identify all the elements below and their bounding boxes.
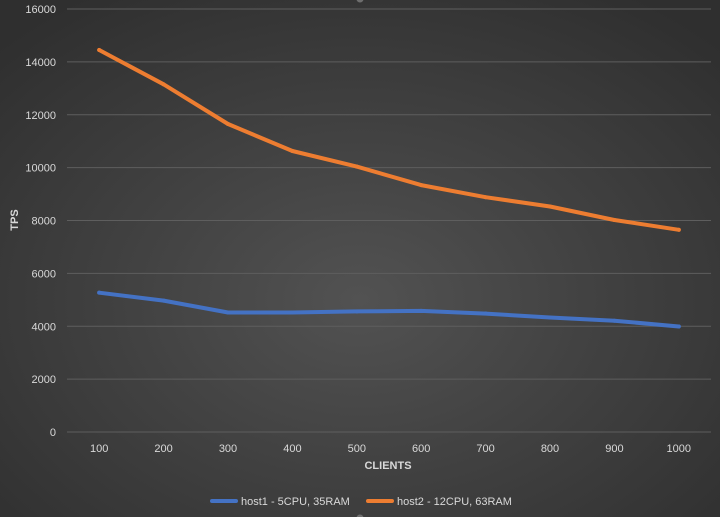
x-tick-label: 600: [412, 443, 430, 455]
y-tick-label: 12000: [25, 110, 56, 122]
x-tick-label: 200: [154, 443, 172, 455]
series-line-1: [97, 290, 681, 329]
x-tick-label: 300: [219, 443, 237, 455]
series-lines: [97, 47, 681, 329]
data-point: [483, 195, 488, 200]
data-point: [483, 311, 488, 316]
data-point: [612, 318, 617, 323]
gridlines: [67, 8, 711, 433]
legend: host1 - 5CPU, 35RAM host2 - 12CPU, 63RAM: [210, 496, 512, 508]
y-tick-label: 8000: [32, 216, 56, 228]
data-point: [676, 227, 681, 232]
data-point: [226, 310, 230, 315]
x-tick-label: 100: [90, 443, 108, 455]
x-tick-label: 800: [541, 443, 559, 455]
x-tick-label: 900: [605, 443, 623, 455]
x-axis-ticks: 100 200 300 400 500 600 700 800 900 1000: [90, 443, 691, 455]
data-point: [97, 47, 102, 52]
x-tick-label: 1000: [667, 443, 691, 455]
series-line-2: [97, 48, 681, 232]
data-point: [290, 310, 295, 315]
x-tick-label: 700: [476, 443, 494, 455]
data-point: [161, 298, 166, 303]
y-tick-label: 2000: [32, 374, 56, 386]
y-tick-label: 4000: [32, 321, 56, 333]
data-point: [354, 309, 359, 314]
y-tick-label: 0: [50, 427, 56, 439]
data-point: [548, 315, 552, 320]
data-point: [612, 217, 617, 222]
data-point: [548, 204, 552, 209]
data-point: [354, 164, 359, 169]
chart-resize-handle-bottom: [356, 514, 364, 517]
data-point: [97, 290, 102, 295]
data-point: [419, 183, 424, 188]
y-tick-label: 6000: [32, 268, 56, 280]
data-point: [419, 308, 424, 313]
data-point: [161, 82, 166, 87]
x-tick-label: 500: [348, 443, 366, 455]
legend-label: host2 - 12CPU, 63RAM: [397, 496, 512, 508]
y-axis-title: TPS: [9, 209, 21, 230]
data-point: [290, 148, 295, 153]
x-axis-title: CLIENTS: [364, 460, 411, 472]
y-tick-label: 14000: [25, 57, 56, 69]
data-point: [676, 324, 681, 329]
data-point: [226, 122, 230, 127]
y-tick-label: 10000: [25, 163, 56, 175]
y-tick-label: 16000: [25, 4, 56, 16]
y-axis-ticks: 0 2000 4000 6000 8000 10000 12000 14000 16000: [25, 4, 56, 439]
x-tick-label: 400: [283, 443, 301, 455]
chart-resize-handle-top: [356, 0, 364, 3]
legend-label: host1 - 5CPU, 35RAM: [241, 496, 350, 508]
